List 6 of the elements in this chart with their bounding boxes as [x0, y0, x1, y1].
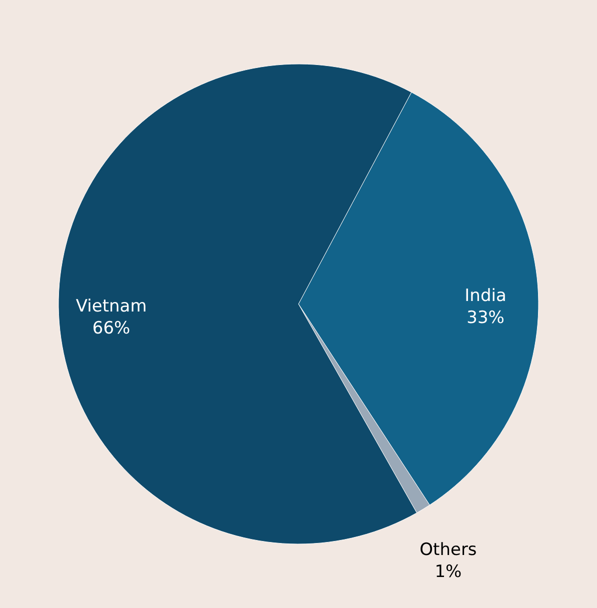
slice-label: Vietnam [76, 296, 147, 316]
slice-label: Others [420, 540, 477, 560]
data-label: 1% [434, 562, 462, 582]
slice-label: India [464, 286, 506, 306]
data-label: 66% [92, 318, 130, 338]
data-label: 33% [466, 308, 504, 328]
